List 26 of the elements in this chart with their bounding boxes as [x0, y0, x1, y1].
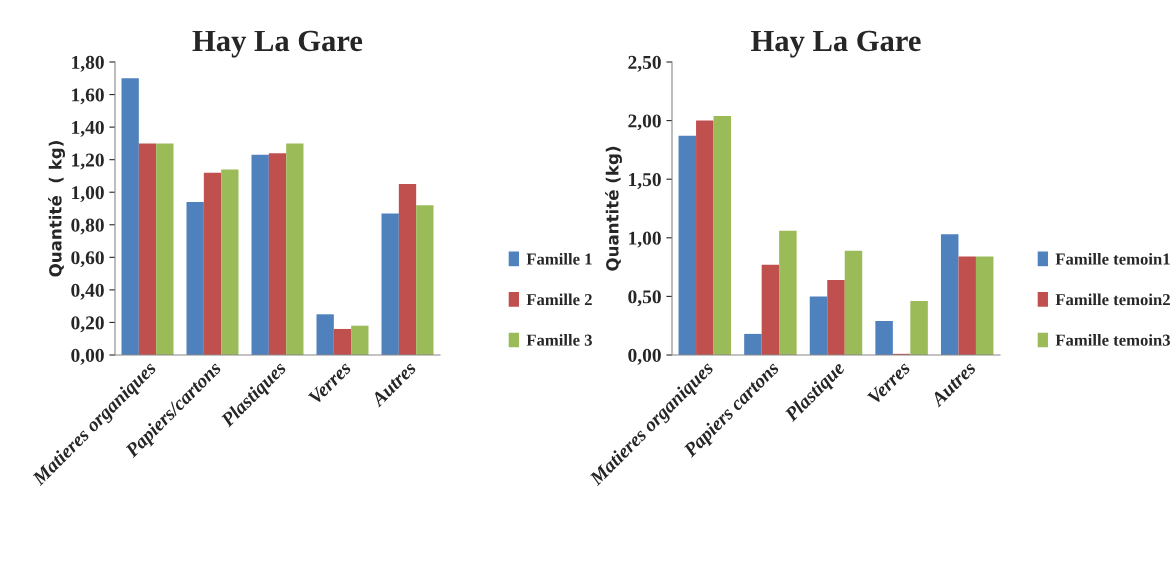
legend-label: Famille 1 [526, 252, 592, 265]
y-tick-label: 2,00 [628, 114, 661, 131]
y-tick-label: 1,00 [629, 231, 661, 248]
y-tick-label: 0,60 [71, 251, 104, 268]
y-tick-label: 0,80 [71, 218, 104, 235]
y-tick-label: 1,50 [629, 173, 661, 189]
y-tick-label: 0,00 [71, 348, 104, 365]
chart-title: Hay La Gare [751, 30, 921, 58]
legend-label: Famille temoin2 [1055, 293, 1170, 306]
y-tick-label: 1,80 [72, 55, 104, 72]
y-tick-label: 0,50 [628, 290, 661, 307]
legend-label: Famille 2 [526, 293, 592, 306]
legend-label: Famille 3 [526, 334, 592, 346]
y-tick-label: 1,00 [72, 186, 104, 202]
y-tick-label: 2,50 [628, 55, 661, 72]
y-tick-label: 1,60 [72, 88, 104, 105]
y-tick-label: 1,20 [72, 153, 104, 170]
y-tick-label: 0,20 [71, 316, 104, 333]
y-axis-title: Quantité ( kg) [48, 141, 65, 277]
y-tick-label: 0,40 [71, 283, 104, 300]
legend-label: Famille temoin1 [1055, 252, 1170, 265]
legend-label: Famille temoin3 [1055, 334, 1171, 346]
y-axis-title: Quantité (kg) [605, 146, 622, 271]
y-tick-label: 1,40 [72, 120, 104, 137]
y-tick-label: 0,00 [628, 348, 661, 365]
chart-title: Hay La Gare [192, 30, 363, 58]
